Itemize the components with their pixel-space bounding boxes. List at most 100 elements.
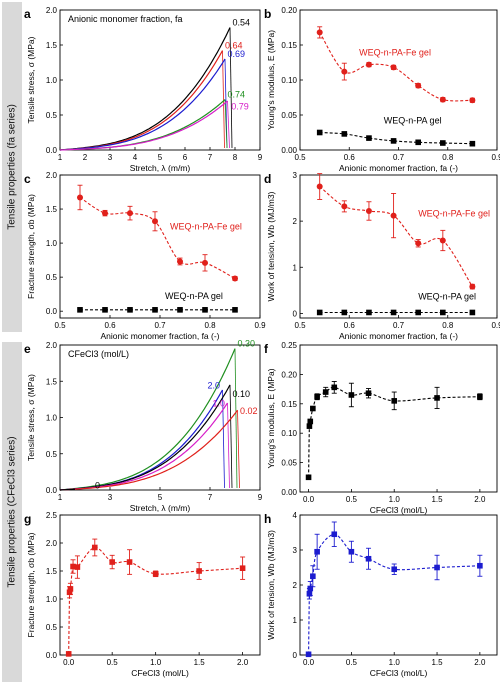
panel-d: 0.5 0.6 0.7 0.8 0.9 0 1 2 3 Anionic monomer fract…: [264, 171, 500, 341]
plot-frame: [59, 174, 261, 319]
data-point: [390, 309, 397, 316]
x-tick-label: 0.0: [303, 658, 315, 667]
data-point: [314, 393, 320, 400]
y-tick-label: 1.5: [46, 41, 58, 50]
series-label: WEQ-n-PA-Fe gel: [359, 48, 431, 58]
x-tick-label: 0.5: [54, 321, 66, 330]
y-tick-label: 0: [293, 651, 298, 660]
data-point: [177, 307, 183, 313]
data-point: [306, 423, 313, 429]
data-point: [331, 531, 338, 538]
x-tick-label: 0.5: [346, 495, 358, 504]
data-point: [102, 307, 108, 313]
panel-letter: g: [24, 512, 31, 526]
y-axis-label: Fracture strength, σb (MPa): [26, 532, 36, 637]
y-tick-label: 4: [293, 511, 298, 520]
data-point: [415, 82, 422, 89]
y-tick-label: 0.0: [46, 486, 58, 495]
data-point: [348, 392, 355, 398]
data-point: [439, 237, 446, 244]
data-point: [307, 418, 314, 425]
y-tick-label: 1.0: [46, 76, 58, 85]
data-point: [322, 389, 329, 395]
x-tick-label: 7: [208, 153, 213, 162]
y-tick-label: 0.0: [46, 146, 58, 155]
break-line: [222, 389, 225, 489]
series-line: [59, 402, 228, 491]
y-tick-label: 0: [293, 309, 298, 318]
data-point: [366, 309, 372, 316]
data-point: [440, 140, 446, 146]
x-tick-label: 5: [158, 153, 163, 162]
y-axis-label: Young's modulus, E (MPa): [266, 30, 276, 130]
break-line: [222, 50, 225, 149]
x-tick-label: 0.6: [344, 321, 356, 330]
series-label: 0.10: [233, 389, 251, 399]
series-line: [59, 488, 76, 491]
x-tick-label: 0.5: [294, 153, 306, 162]
x-tick-label: 0.8: [204, 321, 216, 330]
x-tick-label: 3: [108, 493, 113, 502]
plot-frame: [59, 514, 261, 656]
data-point: [316, 309, 323, 316]
data-point: [316, 29, 323, 36]
x-tick-label: 9: [258, 493, 263, 502]
data-point: [77, 307, 83, 313]
panel-g: 0.0 0.5 1.0 1.5 2.0 0.0 0.5 1.0 1.5 2.0 2.5 CFeCl3 …: [24, 511, 261, 678]
data-point: [65, 651, 72, 657]
data-point: [469, 309, 476, 316]
x-tick-label: 2.0: [474, 658, 486, 667]
y-tick-label: 0.15: [281, 41, 297, 50]
panel-letter: e: [24, 342, 31, 356]
y-tick-label: 2: [293, 581, 298, 590]
data-point: [391, 566, 398, 573]
data-point: [127, 210, 133, 217]
y-tick-label: 1.5: [46, 377, 58, 386]
series-label: 0.54: [233, 17, 251, 27]
trend-line: [319, 186, 473, 287]
x-tick-label: 0.7: [393, 153, 405, 162]
data-point: [102, 210, 108, 217]
break-line: [227, 100, 230, 149]
x-tick-label: 0.0: [63, 658, 75, 667]
data-point: [341, 309, 348, 316]
series-label: WEQ-n-PA-Fe gel: [418, 209, 490, 219]
y-tick-label: 0.5: [46, 450, 58, 459]
data-point: [316, 183, 323, 190]
y-tick-label: 2.0: [46, 6, 58, 15]
data-point: [341, 203, 348, 210]
chart-title: CFeCl3 (mol/L): [68, 349, 129, 359]
panel-letter: b: [264, 7, 271, 21]
y-tick-label: 2.0: [46, 341, 58, 350]
y-tick-label: 0.00: [281, 146, 297, 155]
x-tick-label: 2.0: [237, 658, 249, 667]
series-line: [59, 409, 238, 491]
data-point: [109, 559, 115, 565]
data-point: [202, 259, 208, 266]
y-tick-label: 0.5: [46, 111, 58, 120]
y-tick-label: 2.5: [46, 511, 58, 520]
y-tick-label: 0.25: [281, 341, 297, 350]
data-point: [310, 573, 316, 580]
series-label: 0.64: [225, 41, 243, 51]
data-point: [127, 307, 133, 313]
data-point: [196, 568, 202, 574]
data-point: [331, 384, 338, 391]
x-tick-label: 8: [233, 153, 238, 162]
x-tick-label: 1.0: [389, 495, 401, 504]
data-point: [390, 212, 397, 219]
y-tick-label: 3: [293, 171, 298, 180]
data-point: [70, 563, 76, 570]
data-point: [434, 564, 440, 571]
break-line: [229, 384, 233, 489]
x-tick-label: 1.0: [150, 658, 162, 667]
x-tick-label: 3: [108, 153, 113, 162]
data-point: [305, 474, 312, 481]
data-point: [391, 398, 398, 404]
y-tick-label: 0.20: [281, 370, 297, 379]
y-tick-label: 3: [293, 546, 298, 555]
data-point: [202, 307, 208, 313]
y-axis-label: Fracture strength, σb (MPa): [26, 194, 36, 299]
data-point: [365, 390, 372, 397]
